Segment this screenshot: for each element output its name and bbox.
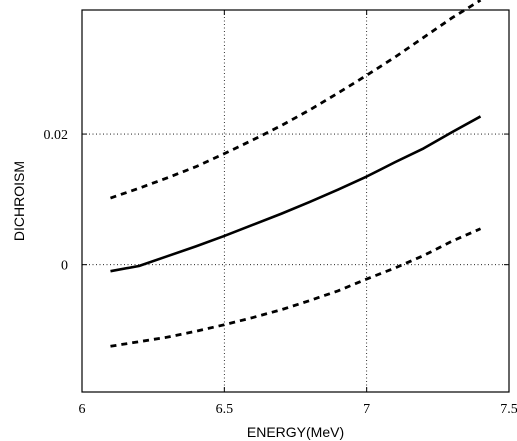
- dashed-series-line-2: [110, 0, 482, 200]
- x-axis-title: ENERGY(MeV): [247, 424, 344, 440]
- y-axis-title: DICHROISM: [11, 161, 27, 241]
- x-tick-label: 6: [79, 402, 86, 417]
- x-tick-label: 7: [363, 402, 370, 417]
- grid-lines: [82, 10, 509, 392]
- y-tick-label: 0: [61, 259, 68, 274]
- data-series: [110, 0, 482, 348]
- x-tick-label: 6.5: [216, 402, 234, 417]
- dashed-series-line-3: [110, 227, 482, 348]
- x-tick-label: 7.5: [500, 402, 517, 417]
- axis-ticks: 6 6.5 7 7.5 0 0.02: [44, 10, 517, 417]
- solid-series-line-1: [110, 115, 482, 273]
- y-tick-label: 0.02: [44, 128, 69, 143]
- plot-frame: [81, 9, 510, 393]
